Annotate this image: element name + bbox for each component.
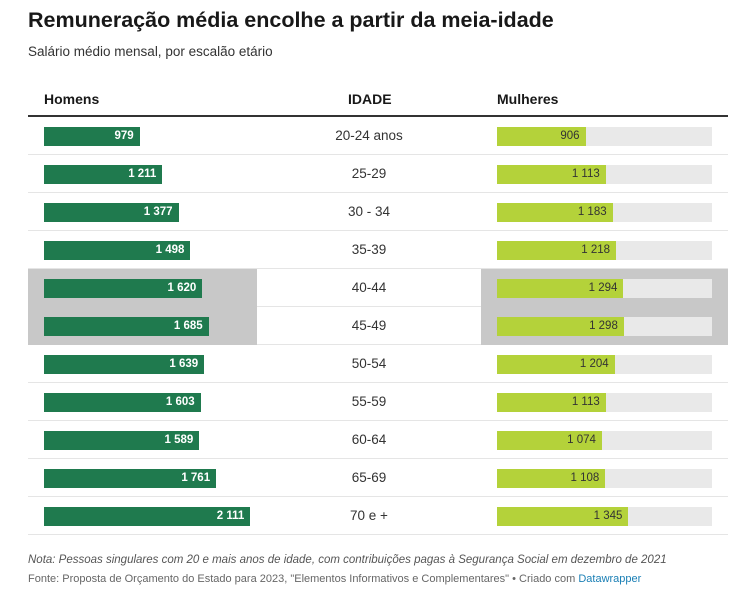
- women-bar: 1 113: [497, 165, 606, 184]
- women-bar: 1 204: [497, 355, 615, 374]
- age-label: 30 - 34: [347, 204, 391, 219]
- table-row: 1 685 45-49 1 298: [28, 307, 728, 345]
- column-header-age: IDADE: [348, 91, 392, 107]
- men-bar: 1 639: [44, 355, 205, 374]
- men-value-label: 1 761: [181, 472, 211, 484]
- column-header-women: Mulheres: [497, 91, 559, 107]
- chart-subtitle: Salário médio mensal, por escalão etário: [28, 44, 273, 59]
- source-text: Fonte: Proposta de Orçamento do Estado p…: [28, 573, 576, 585]
- men-bar: 2 111: [44, 507, 251, 526]
- women-bar-track: 1 218: [497, 241, 712, 260]
- age-label: 25-29: [351, 166, 387, 181]
- women-bar: 1 345: [497, 507, 629, 526]
- table-row: 1 603 55-59 1 113: [28, 383, 728, 421]
- women-bar: 906: [497, 127, 586, 146]
- table-row: 1 761 65-69 1 108: [28, 459, 728, 497]
- women-value-label: 1 345: [593, 510, 623, 522]
- table-row: 1 639 50-54 1 204: [28, 345, 728, 383]
- age-label: 65-69: [351, 470, 387, 485]
- women-bar-track: 1 183: [497, 203, 712, 222]
- age-label: 45-49: [351, 318, 387, 333]
- women-bar-track: 1 108: [497, 469, 712, 488]
- men-bar: 1 589: [44, 431, 200, 450]
- header-divider: [28, 115, 728, 117]
- men-value-label: 1 377: [143, 206, 173, 218]
- men-value-label: 1 211: [128, 168, 157, 180]
- women-bar-track: 1 113: [497, 393, 712, 412]
- men-value-label: 979: [114, 130, 134, 142]
- table-row: 1 589 60-64 1 074: [28, 421, 728, 459]
- table-row: 1 211 25-29 1 113: [28, 155, 728, 193]
- men-bar: 1 620: [44, 279, 203, 298]
- men-value-label: 1 639: [169, 358, 199, 370]
- table-row: 979 20-24 anos 906: [28, 117, 728, 155]
- age-label: 40-44: [351, 280, 387, 295]
- women-bar-track: 1 204: [497, 355, 712, 374]
- men-value-label: 1 603: [165, 396, 195, 408]
- women-bar: 1 074: [497, 431, 602, 450]
- age-label: 70 e +: [350, 508, 388, 523]
- men-value-label: 2 111: [216, 510, 245, 522]
- women-bar: 1 108: [497, 469, 606, 488]
- table-row: 1 498 35-39 1 218: [28, 231, 728, 269]
- women-bar: 1 294: [497, 279, 624, 298]
- women-value-label: 1 074: [567, 434, 596, 446]
- chart-table: 979 20-24 anos 906 1 211 25-29 1 113 1 377 30 -…: [0, 117, 753, 535]
- men-bar: 979: [44, 127, 140, 146]
- women-bar: 1 183: [497, 203, 613, 222]
- men-bar: 1 498: [44, 241, 191, 260]
- women-value-label: 1 204: [579, 358, 609, 370]
- age-label: 60-64: [351, 432, 387, 447]
- women-value-label: 1 298: [589, 320, 618, 332]
- women-value-label: 1 108: [570, 472, 600, 484]
- women-bar-track: 906: [497, 127, 712, 146]
- column-header-men: Homens: [44, 91, 100, 107]
- men-bar: 1 603: [44, 393, 201, 412]
- men-value-label: 1 589: [164, 434, 194, 446]
- chart-title: Remuneração média encolhe a partir da me…: [28, 8, 554, 32]
- women-value-label: 1 183: [577, 206, 607, 218]
- women-bar: 1 298: [497, 317, 624, 336]
- women-bar-track: 1 345: [497, 507, 712, 526]
- table-row: 1 377 30 - 34 1 183: [28, 193, 728, 231]
- women-bar: 1 218: [497, 241, 617, 260]
- men-value-label: 1 498: [155, 244, 185, 256]
- men-bar: 1 761: [44, 469, 217, 488]
- women-bar: 1 113: [497, 393, 606, 412]
- chart-source: Fonte: Proposta de Orçamento do Estado p…: [28, 573, 641, 585]
- women-bar-track: 1 074: [497, 431, 712, 450]
- age-label: 55-59: [351, 394, 387, 409]
- age-label: 20-24 anos: [335, 128, 403, 143]
- women-value-label: 1 294: [588, 282, 618, 294]
- women-bar-track: 1 294: [497, 279, 712, 298]
- women-value-label: 906: [560, 130, 580, 142]
- age-label: 50-54: [351, 356, 387, 371]
- datawrapper-link[interactable]: Datawrapper: [578, 573, 642, 585]
- men-value-label: 1 620: [167, 282, 197, 294]
- women-value-label: 1 113: [571, 396, 600, 408]
- men-value-label: 1 685: [173, 320, 203, 332]
- men-bar: 1 377: [44, 203, 179, 222]
- men-bar: 1 211: [44, 165, 163, 184]
- age-label: 35-39: [351, 242, 387, 257]
- chart-note: Nota: Pessoas singulares com 20 e mais a…: [28, 554, 667, 566]
- women-value-label: 1 218: [581, 244, 611, 256]
- table-row: 2 111 70 e + 1 345: [28, 497, 728, 535]
- men-bar: 1 685: [44, 317, 209, 336]
- women-bar-track: 1 298: [497, 317, 712, 336]
- women-value-label: 1 113: [571, 168, 600, 180]
- table-row: 1 620 40-44 1 294: [28, 269, 728, 307]
- women-bar-track: 1 113: [497, 165, 712, 184]
